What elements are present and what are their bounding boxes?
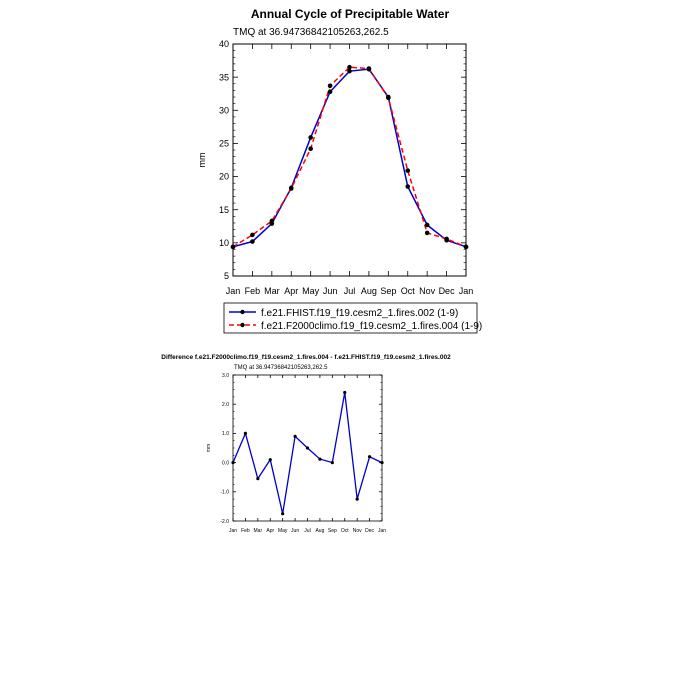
difference-x-axis: Jan Feb Mar Apr May Jun Jul Aug Sep Oct Nov Dec Jan xyxy=(229,375,386,534)
x-tick-label: Jul xyxy=(344,286,356,296)
y-tick-label: 35 xyxy=(219,72,229,82)
series-1-point xyxy=(327,89,333,95)
x-tick-label: Jun xyxy=(291,528,299,534)
x-tick-label: Jan xyxy=(229,528,237,534)
series-2-point xyxy=(327,83,333,89)
x-tick-label: Apr xyxy=(284,286,298,296)
x-tick-label: Feb xyxy=(241,528,250,534)
y-tick-label: 25 xyxy=(219,139,229,149)
series-2-point xyxy=(463,244,469,250)
difference-chart: Difference f.e21.F2000climo.f19_f19.cesm… xyxy=(161,354,451,534)
y-tick-label: 10 xyxy=(219,238,229,248)
series-1-point xyxy=(424,222,430,228)
x-tick-label: Jan xyxy=(459,286,474,296)
x-tick-label: Sep xyxy=(328,528,337,534)
series-1-point xyxy=(405,184,411,189)
y-tick-label: 40 xyxy=(219,39,229,49)
series-2-point xyxy=(405,168,411,173)
x-tick-label: May xyxy=(302,286,320,296)
series-1-point xyxy=(318,457,322,461)
y-tick-label: 1.0 xyxy=(222,431,229,437)
main-y-axis-label: mm xyxy=(197,153,207,168)
series-1-point xyxy=(330,461,334,465)
x-tick-label: Nov xyxy=(353,528,362,534)
series-1-point xyxy=(380,461,384,465)
main-chart-title: Annual Cycle of Precipitable Water xyxy=(251,7,450,21)
series-1-point xyxy=(250,239,255,244)
x-tick-label: Jan xyxy=(226,286,241,296)
series-line-2 xyxy=(232,66,467,248)
main-chart-subtitle: TMQ at 36.94736842105263,262.5 xyxy=(233,27,389,38)
x-tick-label: Oct xyxy=(401,286,416,296)
x-tick-label: Jan xyxy=(378,528,386,534)
y-tick-label: 30 xyxy=(219,105,229,115)
series-line-1 xyxy=(232,392,383,514)
x-tick-label: Dec xyxy=(439,286,456,296)
y-tick-label: 20 xyxy=(219,172,229,182)
difference-chart-title: Difference f.e21.F2000climo.f19_f19.cesm… xyxy=(161,354,451,361)
series-2-point xyxy=(308,146,313,152)
series-line-1 xyxy=(232,68,467,248)
y-tick-label: -2.0 xyxy=(220,519,229,525)
x-tick-label: Dec xyxy=(365,528,374,534)
y-tick-label: -1.0 xyxy=(220,490,229,496)
series-2-point xyxy=(288,186,294,191)
main-x-axis: Jan Feb Mar Apr May Jun Jul Aug Sep Oct Nov Dec Jan xyxy=(226,44,474,296)
difference-chart-subtitle: TMQ at 36.94736842105263,262.5 xyxy=(234,365,328,371)
series-2-point xyxy=(269,218,275,224)
series-2-point xyxy=(347,64,352,70)
x-tick-label: Sep xyxy=(380,286,396,296)
series-2-point xyxy=(366,66,372,71)
x-tick-label: Oct xyxy=(341,528,349,534)
y-tick-label: 15 xyxy=(219,205,229,215)
series-1-point xyxy=(256,477,260,481)
x-tick-label: Aug xyxy=(361,286,377,296)
legend-marker-series-1 xyxy=(240,309,245,315)
difference-y-axis: -2.0 -1.0 0.0 1.0 2.0 3.0 xyxy=(220,373,382,525)
series-1-point xyxy=(231,461,235,465)
main-chart: Annual Cycle of Precipitable Water TMQ a… xyxy=(197,7,473,296)
series-1-point xyxy=(305,446,310,450)
series-2-point xyxy=(444,236,449,242)
y-tick-label: 5 xyxy=(224,271,229,281)
series-1-point xyxy=(355,497,359,501)
main-legend: f.e21.FHIST.f19_f19.cesm2_1.fires.002 (1… xyxy=(223,302,482,334)
difference-series-group xyxy=(231,390,384,516)
series-1-point xyxy=(293,434,297,438)
main-series-group xyxy=(230,64,469,250)
series-1-point xyxy=(343,390,347,395)
series-1-point xyxy=(308,135,313,140)
x-tick-label: Feb xyxy=(245,286,261,296)
x-tick-label: Apr xyxy=(266,528,274,534)
series-2-point xyxy=(386,95,391,100)
series-2-point xyxy=(230,244,236,250)
y-tick-label: 2.0 xyxy=(222,402,229,408)
series-2-point xyxy=(250,232,255,238)
x-tick-label: Aug xyxy=(315,528,324,534)
x-tick-label: Mar xyxy=(264,286,280,296)
legend-box xyxy=(223,302,478,334)
y-tick-label: 3.0 xyxy=(222,373,229,379)
x-tick-label: Mar xyxy=(254,528,263,534)
series-1-point xyxy=(268,458,272,462)
legend-marker-series-2 xyxy=(240,322,245,328)
difference-y-axis-label: mm xyxy=(206,444,212,452)
y-tick-label: 0.0 xyxy=(222,460,229,466)
series-1-point xyxy=(367,455,372,459)
series-2-point xyxy=(424,230,430,236)
x-tick-label: Jun xyxy=(323,286,338,296)
series-1-point xyxy=(281,512,285,516)
main-y-axis: 5 10 15 20 25 30 35 40 xyxy=(219,39,466,281)
series-1-point xyxy=(347,68,352,74)
legend-label-series-2: f.e21.F2000climo.f19_f19.cesm2_1.fires.0… xyxy=(261,321,482,332)
legend-label-series-1: f.e21.FHIST.f19_f19.cesm2_1.fires.002 (1… xyxy=(261,308,458,319)
series-1-point xyxy=(243,431,248,435)
x-tick-label: Nov xyxy=(419,286,436,296)
x-tick-label: May xyxy=(278,528,288,534)
x-tick-label: Jul xyxy=(304,528,310,534)
main-plot-frame xyxy=(232,43,467,277)
